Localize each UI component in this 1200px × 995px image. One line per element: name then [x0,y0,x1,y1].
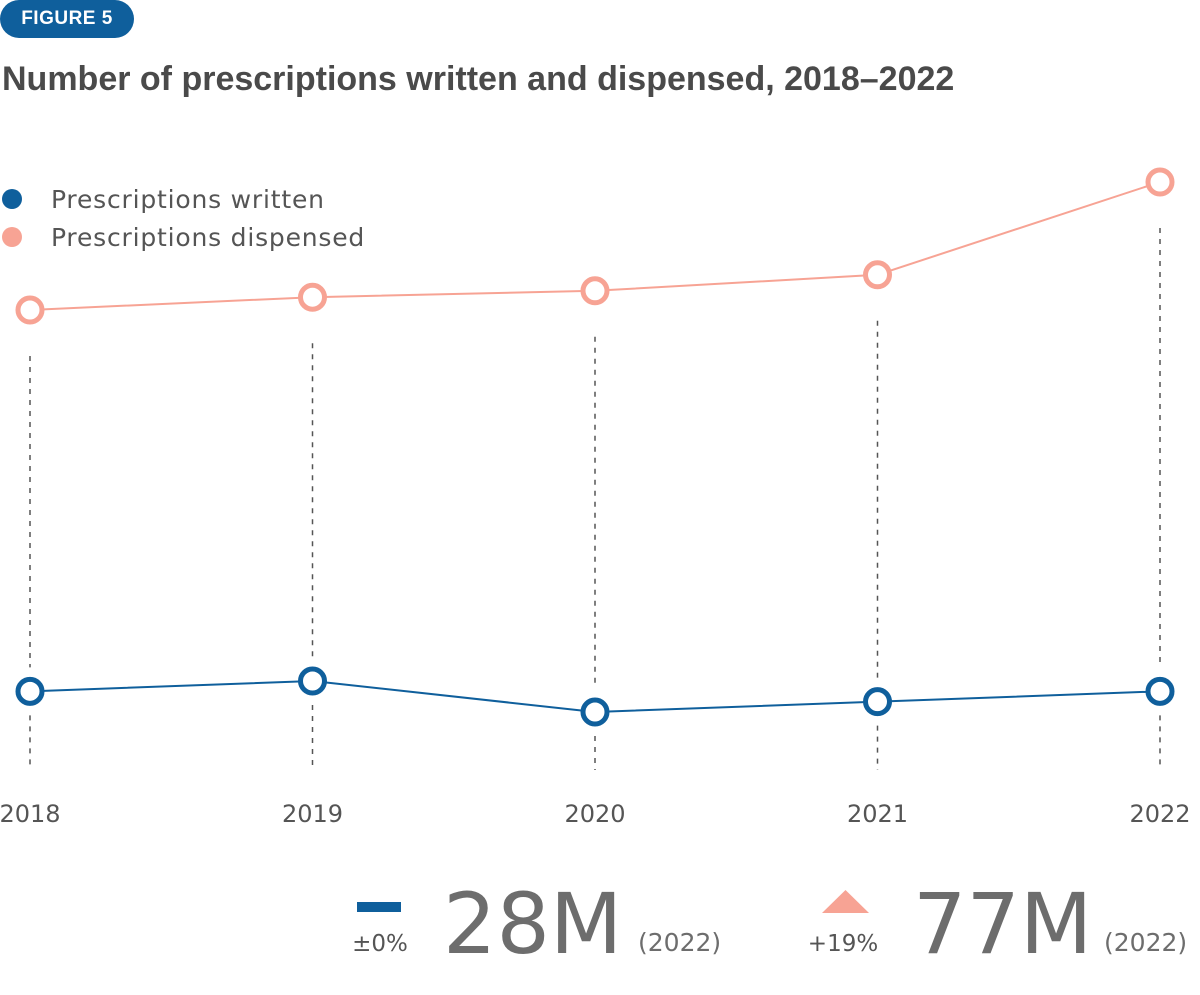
figure-badge: FIGURE 5 [0,0,134,38]
legend-marker-written [2,189,22,209]
kpi-dispensed-value: 77M [913,875,1092,973]
data-point-dispensed-2018 [15,295,45,325]
legend-label-dispensed: Prescriptions dispensed [51,222,366,252]
kpi-dispensed-period: (2022) [1104,928,1187,957]
kpi-written-period: (2022) [638,928,721,957]
data-point-written-2022 [1145,676,1175,706]
kpi-written-value: 28M [443,875,622,973]
legend-item-written: Prescriptions written [0,180,365,218]
x-tick-label-2022: 2022 [1129,800,1190,828]
kpi-written-change: ±0% [352,931,408,957]
change-dash-icon [357,902,401,912]
x-tick-label-2020: 2020 [564,800,625,828]
data-point-written-2020 [580,697,610,727]
chart-title: Number of prescriptions written and disp… [2,60,955,98]
x-tick-label-2021: 2021 [847,800,908,828]
x-tick-label-2018: 2018 [0,800,61,828]
legend-marker-dispensed [2,227,22,247]
data-point-written-2019 [298,666,327,696]
change-up-triangle-icon [822,890,869,913]
data-point-dispensed-2021 [863,260,892,290]
data-point-dispensed-2022 [1145,167,1175,197]
data-point-dispensed-2020 [580,276,610,306]
kpi-dispensed-change: +19% [808,931,878,957]
data-point-dispensed-2019 [298,282,327,312]
data-point-written-2021 [863,687,892,717]
legend-label-written: Prescriptions written [51,184,325,214]
data-point-written-2018 [15,676,45,706]
x-tick-label-2019: 2019 [282,800,343,828]
legend-item-dispensed: Prescriptions dispensed [0,218,365,256]
legend: Prescriptions written Prescriptions disp… [0,180,365,256]
